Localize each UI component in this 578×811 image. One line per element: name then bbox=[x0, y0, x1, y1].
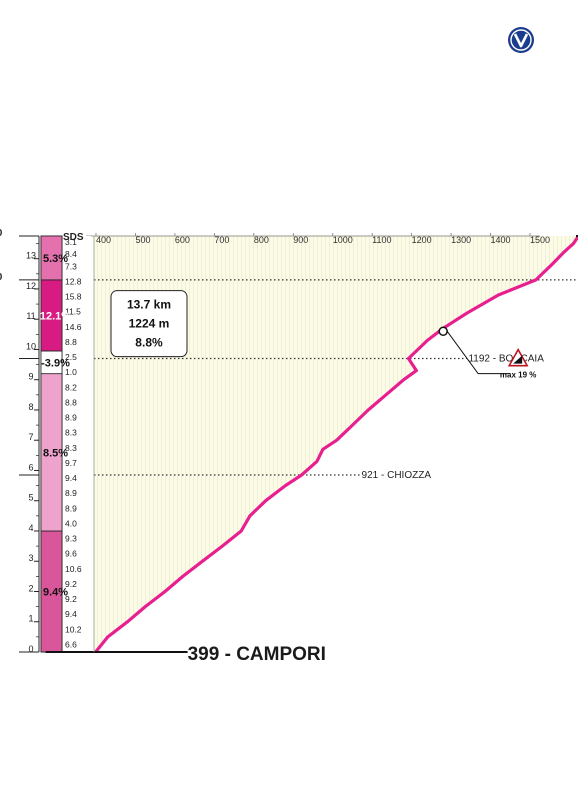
gradient-value: 9.6 bbox=[65, 549, 77, 559]
km-tick-label: 12 bbox=[26, 281, 36, 291]
segment-bars: 9.4% 8.5% -3.9% 12.1% 5.3% bbox=[40, 235, 71, 653]
elevation-axis: 400 500 600 700 800 900 1000 1100 1200 1300 1400 15… bbox=[86, 233, 550, 245]
finish-badge-letter bbox=[513, 33, 529, 48]
elevation-tick-label: 800 bbox=[254, 235, 269, 245]
gradient-value: 8.3 bbox=[65, 443, 77, 453]
max-gradient-label: max 19 % bbox=[500, 371, 536, 380]
gradient-value: 10.2 bbox=[65, 624, 82, 634]
km-mark-label: 12.300 bbox=[0, 272, 3, 283]
waypoint-label: 921 - CHIOZZA bbox=[362, 470, 432, 481]
summary-box-frame bbox=[110, 290, 188, 358]
km-tick-label: 6 bbox=[28, 462, 33, 472]
gradient-value: 10.6 bbox=[65, 564, 82, 574]
segment-label: 12.1% bbox=[40, 310, 71, 322]
finish-badge-ring bbox=[510, 29, 532, 51]
elevation-tick-label: 1200 bbox=[412, 235, 432, 245]
gradient-row: 6.6 10.2 9.4 9.2 9.2 10.6 9.6 9.3 4.0 8.9 8.9 9.4 9.… bbox=[63, 232, 91, 652]
gradient-value: 6.6 bbox=[65, 639, 77, 649]
segment-label: 8.5% bbox=[43, 447, 68, 459]
summary-distance: 13.7 km bbox=[127, 298, 171, 312]
km-tick-label: 0 bbox=[28, 644, 33, 654]
warning-triangle-icon bbox=[507, 348, 529, 367]
km-tick-label: 5 bbox=[28, 493, 33, 503]
segment-label: 5.3% bbox=[43, 253, 68, 265]
gradient-value: 3.1 bbox=[65, 237, 77, 247]
gradient-value: 8.9 bbox=[65, 503, 77, 513]
segment-label: -3.9% bbox=[41, 357, 70, 369]
gradient-value: 9.3 bbox=[65, 534, 77, 544]
km-tick-label: 7 bbox=[28, 432, 33, 442]
km-tick-label: 8 bbox=[28, 402, 33, 412]
elevation-tick-label: 500 bbox=[135, 235, 150, 245]
finish-badge-icon bbox=[508, 27, 534, 53]
profile-hatch bbox=[94, 236, 578, 652]
gradient-value: 9.4 bbox=[65, 473, 77, 483]
gradient-value: 4.0 bbox=[65, 518, 77, 528]
waypoint-lines bbox=[94, 279, 578, 476]
finish-badge-circle bbox=[508, 27, 534, 53]
km-tick-label: 4 bbox=[28, 523, 33, 533]
gradient-value: 2.5 bbox=[65, 352, 77, 362]
km-tick-label: 10 bbox=[26, 341, 36, 351]
max-gradient-point bbox=[438, 326, 448, 337]
waypoint-label: 1192 - BOCCAIA bbox=[468, 354, 544, 365]
max-gradient-leader bbox=[446, 331, 511, 375]
km-tick-label: 11 bbox=[26, 311, 35, 321]
elevation-tick-label: 900 bbox=[293, 235, 308, 245]
sds-label: SDS bbox=[63, 232, 84, 243]
slope-glyph-icon bbox=[513, 355, 523, 364]
summary-box: 13.7 km 1224 m 8.8% bbox=[110, 290, 188, 358]
gradient-value: 9.4 bbox=[65, 609, 77, 619]
elevation-tick-label: 1000 bbox=[333, 235, 353, 245]
summary-box-group: 13.7 km 1224 m 8.8% bbox=[110, 290, 188, 358]
km-tick-label: 3 bbox=[28, 553, 33, 563]
gradient-value: 15.8 bbox=[65, 292, 82, 302]
gradient-value: 7.3 bbox=[65, 261, 77, 271]
gradient-value: 12.8 bbox=[65, 276, 82, 286]
km-tick-label: 1 bbox=[28, 614, 33, 624]
elevation-tick-label: 1300 bbox=[451, 235, 471, 245]
max-gradient-icon-group: max 19 % bbox=[500, 348, 536, 380]
elevation-tick-label: 700 bbox=[214, 235, 229, 245]
max-gradient-marker: max 19 % bbox=[438, 326, 536, 380]
gradient-value: 11.5 bbox=[65, 307, 81, 317]
gradient-value: 8.9 bbox=[65, 488, 77, 498]
gradient-value: 9.7 bbox=[65, 458, 77, 468]
km-mark-label: 13.750 bbox=[0, 228, 3, 239]
profile-line bbox=[94, 235, 578, 654]
gradient-value: 8.4 bbox=[65, 249, 77, 259]
gradient-value: 8.3 bbox=[65, 428, 77, 438]
gradient-value: 8.9 bbox=[65, 413, 77, 423]
elevation-tick-label: 1500 bbox=[530, 235, 550, 245]
gradient-value: 14.6 bbox=[65, 322, 82, 332]
gradient-value: 9.2 bbox=[65, 594, 77, 604]
km-tick-label: 9 bbox=[28, 372, 33, 382]
gradient-value: 8.8 bbox=[65, 397, 77, 407]
start-label: 399 - CAMPORI bbox=[188, 644, 326, 665]
elevation-tick-label: 1400 bbox=[491, 235, 511, 245]
gradient-row-bg bbox=[63, 236, 91, 652]
gradient-value: 8.8 bbox=[65, 337, 77, 347]
km-marks: 0.0005.8509.70012.30013.750 bbox=[0, 228, 39, 653]
segment-bar bbox=[40, 235, 63, 281]
km-tick-label: 13 bbox=[26, 251, 36, 261]
elevation-tick-label: 1100 bbox=[372, 235, 391, 245]
segment-label: 9.4% bbox=[43, 586, 68, 598]
summary-gain: 1224 m bbox=[129, 317, 170, 331]
gradient-value: 8.2 bbox=[65, 382, 77, 392]
km-tick-label: 2 bbox=[28, 583, 33, 593]
elevation-tick-label: 600 bbox=[175, 235, 190, 245]
gradient-value: 9.2 bbox=[65, 579, 77, 589]
elevation-tick-label: 400 bbox=[96, 235, 111, 245]
gradient-value: 1.0 bbox=[65, 367, 77, 377]
rotated-chart-group: 400 500 600 700 800 900 1000 1100 1200 1300 1400 15… bbox=[0, 27, 578, 665]
summary-average: 8.8% bbox=[135, 336, 163, 350]
